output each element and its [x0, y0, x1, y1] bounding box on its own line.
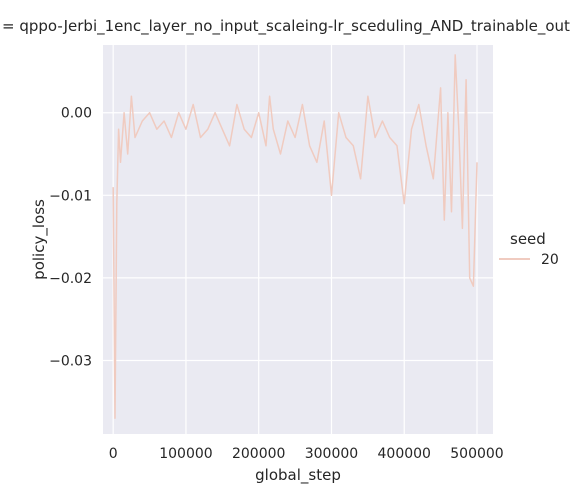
x-tick-label: 400000: [378, 446, 431, 462]
x-axis-label: global_step: [255, 466, 341, 485]
y-tick-label: 0.00: [61, 106, 92, 122]
x-tick-label: 200000: [232, 446, 285, 462]
x-tick-labels: 0 100000 200000 300000 400000 500000: [109, 446, 504, 462]
y-tick-labels: −0.03 −0.02 −0.01 0.00: [49, 106, 92, 370]
x-tick-label: 100000: [159, 446, 212, 462]
legend-title: seed: [510, 230, 546, 248]
y-tick-label: −0.01: [49, 188, 92, 204]
legend-entry-label: 20: [541, 252, 559, 268]
y-axis-label: policy_loss: [30, 199, 49, 280]
y-tick-label: −0.03: [49, 353, 92, 369]
x-tick-label: 300000: [305, 446, 358, 462]
series-line: [112, 54, 478, 420]
chart-title: = qppo-Jerbi_1enc_layer_no_input_scalein…: [2, 17, 570, 36]
grid-lines: [103, 45, 493, 434]
x-tick-label: 0: [109, 446, 118, 462]
plot-area: [103, 45, 493, 434]
series-group: [112, 54, 478, 420]
x-tick-label: 500000: [450, 446, 503, 462]
legend: seed 20: [499, 230, 559, 268]
y-tick-label: −0.02: [49, 271, 92, 287]
